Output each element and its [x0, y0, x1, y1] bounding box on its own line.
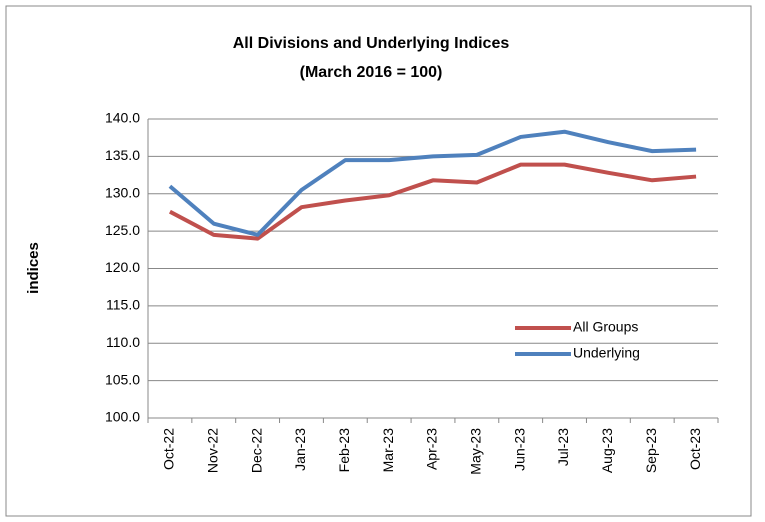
chart-subtitle: (March 2016 = 100)	[300, 64, 443, 81]
line-series	[168, 162, 697, 241]
y-tick-label: 135.0	[105, 147, 140, 163]
x-tick-label: Sep-23	[643, 428, 659, 473]
y-tick-label: 120.0	[105, 259, 140, 275]
x-tick-label: May-23	[468, 428, 484, 475]
y-axis-title: indices	[25, 242, 42, 294]
y-tick-label: 130.0	[105, 184, 140, 200]
y-tick-label: 100.0	[105, 409, 140, 425]
y-tick-label: 110.0	[106, 334, 140, 350]
x-tick-label: Mar-23	[380, 428, 396, 473]
y-tick-label: 115.0	[106, 297, 140, 313]
x-tick-label: Apr-23	[424, 428, 440, 470]
chart-border	[5, 5, 752, 517]
y-tick-label: 125.0	[105, 222, 140, 238]
line-series	[168, 129, 697, 237]
y-tick-label: 105.0	[105, 371, 140, 387]
x-tick-label: Dec-22	[248, 428, 264, 473]
legend-label: All Groups	[573, 319, 638, 335]
x-tick-label: Nov-22	[204, 428, 220, 473]
chart-title: All Divisions and Underlying Indices	[233, 35, 510, 52]
x-tick-label: Jun-23	[511, 428, 527, 471]
x-tick-label: Oct-22	[161, 428, 177, 470]
x-tick-label: Feb-23	[336, 428, 352, 473]
y-tick-label: 140.0	[105, 110, 140, 126]
x-tick-label: Oct-23	[687, 428, 703, 470]
legend-label: Underlying	[573, 345, 640, 361]
x-tick-label: Jan-23	[292, 428, 308, 471]
x-tick-label: Jul-23	[555, 428, 571, 466]
x-tick-label: Aug-23	[599, 428, 615, 473]
